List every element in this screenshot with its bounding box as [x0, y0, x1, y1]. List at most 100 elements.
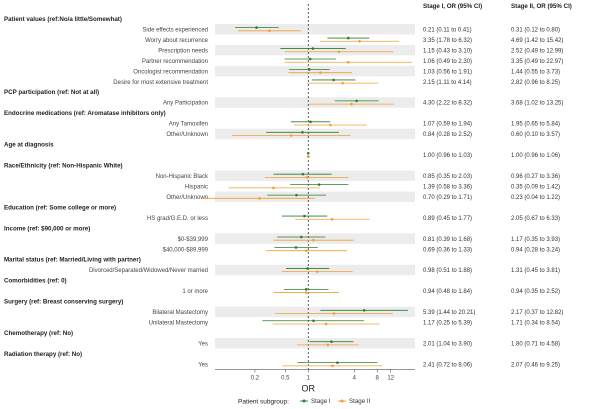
legend-label: Stage I	[311, 398, 331, 405]
legend-title: Patient subgroup:	[238, 399, 289, 406]
row-stripe	[215, 338, 415, 349]
row-label: Side effects experienced	[142, 27, 208, 33]
ci-text-stage-1: 1.07 (0.59 to 1.94)	[423, 122, 472, 128]
point-estimate-stage-1	[301, 172, 305, 176]
row-label: 1 or more	[182, 289, 208, 295]
ci-text-stage-1: 1.06 (0.49 to 2.30)	[423, 59, 472, 65]
ci-text-stage-2: 2.07 (0.46 to 9.25)	[511, 362, 560, 368]
ci-text-stage-2: 1.44 (0.55 to 3.73)	[511, 69, 560, 75]
x-tick-label: 12	[387, 375, 394, 381]
ci-text-stage-1: 0.81 (0.39 to 1.68)	[423, 237, 472, 243]
point-estimate-stage-2	[347, 60, 350, 64]
ci-text-stage-2: 0.23 (0.04 to 1.22)	[511, 195, 560, 201]
point-estimate-stage-1	[255, 26, 258, 29]
point-estimate-stage-2	[304, 291, 308, 294]
point-estimate-stage-1	[362, 308, 366, 312]
ci-text-stage-1: 2.41 (0.72 to 8.06)	[423, 362, 472, 368]
ci-text-stage-1: 5.39 (1.44 to 20.21)	[423, 310, 475, 316]
row-label: Bilateral Mastectomy	[152, 310, 208, 316]
point-estimate-stage-1	[307, 68, 311, 71]
ci-text-stage-2: 0.94 (0.35 to 2.52)	[511, 289, 560, 295]
point-estimate-stage-1	[299, 235, 303, 239]
point-estimate-stage-1	[311, 47, 315, 50]
point-estimate-stage-2	[337, 50, 341, 54]
point-estimate-stage-1	[355, 99, 358, 103]
point-estimate-stage-1	[308, 57, 312, 61]
point-estimate-stage-1	[317, 183, 321, 186]
point-estimate-stage-2	[331, 364, 334, 368]
group-header: Chemotherapy (ref: No)	[4, 330, 73, 337]
row-label: Other/Unknown	[166, 195, 208, 201]
group-header: Radiation therapy (ref: No)	[4, 351, 82, 358]
ci-text-stage-2: 1.80 (0.71 to 4.58)	[511, 342, 560, 348]
ci-text-stage-1: 0.84 (0.28 to 2.52)	[423, 132, 472, 138]
group-header: Patient values (ref:No/a little/Somewhat…	[4, 16, 122, 23]
point-estimate-stage-2	[305, 176, 309, 179]
ci-text-stage-2: 0.96 (0.27 to 3.36)	[511, 174, 560, 180]
point-estimate-stage-1	[312, 319, 315, 323]
point-estimate-stage-2	[268, 29, 271, 33]
ci-text-stage-2: 1.95 (0.65 to 5.84)	[511, 122, 560, 128]
row-label: Any Participation	[163, 101, 208, 107]
ci-text-stage-1: 0.98 (0.51 to 1.88)	[423, 268, 472, 274]
row-label: Yes	[198, 362, 208, 368]
point-estimate-stage-1	[301, 131, 304, 134]
ci-text-stage-1: 0.89 (0.45 to 1.77)	[423, 216, 472, 222]
ci-text-stage-2: 2.05 (0.67 to 6.33)	[511, 216, 560, 222]
point-estimate-stage-2	[324, 322, 328, 326]
ci-text-stage-1: 1.15 (0.43 to 3.10)	[423, 48, 472, 54]
row-label: Prescription needs	[158, 48, 208, 54]
ci-text-stage-2: 3.35 (0.49 to 22.97)	[511, 59, 563, 65]
point-estimate-stage-2	[330, 217, 334, 221]
group-header: Endocrine medications (ref: Aromatase in…	[4, 110, 166, 117]
row-stripe	[215, 97, 415, 108]
ci-text-stage-1: 0.85 (0.35 to 2.03)	[423, 174, 472, 180]
legend-key-point	[340, 399, 344, 403]
ci-text-stage-2: 2.17 (0.37 to 12.82)	[511, 310, 563, 316]
point-estimate-stage-2	[258, 197, 261, 200]
x-tick-label: 1	[307, 375, 311, 381]
row-stripe	[215, 191, 415, 202]
point-estimate-stage-1	[330, 340, 333, 344]
row-label: Non-Hispanic Black	[156, 174, 209, 180]
row-label: Yes	[198, 342, 208, 348]
group-header: PCP participation (ref: Not at all)	[4, 89, 99, 96]
row-label: Divorced/Separated/Widowed/Never married	[89, 268, 208, 274]
row-stripe	[215, 264, 415, 276]
ci-text-stage-1: 0.94 (0.48 to 1.84)	[423, 289, 472, 295]
row-label: Desire for most extensive treatment	[113, 80, 208, 86]
ci-text-stage-1: 4.30 (2.22 to 8.32)	[423, 101, 472, 107]
x-tick-label: 4	[353, 375, 357, 381]
ci-text-stage-2: 1.17 (0.35 to 3.93)	[511, 237, 560, 243]
ci-text-stage-2: 1.71 (0.34 to 8.54)	[511, 321, 560, 327]
group-header: Age at diagnosis	[4, 142, 54, 149]
legend-key-point	[302, 399, 306, 403]
x-tick-label: 0.5	[281, 375, 290, 381]
row-stripe	[215, 23, 415, 35]
ci-text-stage-2: 2.82 (0.96 to 8.25)	[511, 80, 560, 86]
ci-text-stage-1: 1.39 (0.58 to 3.36)	[423, 184, 472, 190]
ci-text-stage-2: 0.94 (0.28 to 3.24)	[511, 247, 560, 253]
ci-text-stage-1: 1.03 (0.56 to 1.91)	[423, 69, 472, 75]
row-label: Hispanic	[185, 184, 208, 190]
point-estimate-stage-1	[332, 78, 335, 82]
row-label: Unilateral Mastectomy	[149, 321, 208, 327]
row-label: HS grad/G.E.D. or less	[147, 216, 208, 222]
point-estimate-stage-2	[358, 39, 361, 43]
point-estimate-stage-2	[350, 102, 353, 106]
ci-text-stage-2: 0.60 (0.10 to 3.57)	[511, 132, 560, 138]
point-estimate-stage-1	[295, 193, 298, 197]
ci-text-stage-1: 0.70 (0.29 to 1.71)	[423, 195, 472, 201]
row-label: Worry about recurrence	[145, 38, 209, 44]
group-header: Income (ref: $90,000 or more)	[4, 225, 90, 232]
point-estimate-stage-1	[306, 151, 310, 155]
point-estimate-stage-1	[303, 214, 306, 218]
point-estimate-stage-1	[304, 288, 308, 291]
ci-text-stage-1: 0.69 (0.36 to 1.33)	[423, 247, 472, 253]
point-estimate-stage-1	[336, 361, 339, 364]
row-stripe	[215, 233, 415, 244]
point-estimate-stage-1	[347, 36, 350, 40]
column-header-stage-1: Stage I, OR (95% CI)	[423, 3, 482, 10]
ci-text-stage-2: 4.69 (1.42 to 15.42)	[511, 38, 563, 44]
